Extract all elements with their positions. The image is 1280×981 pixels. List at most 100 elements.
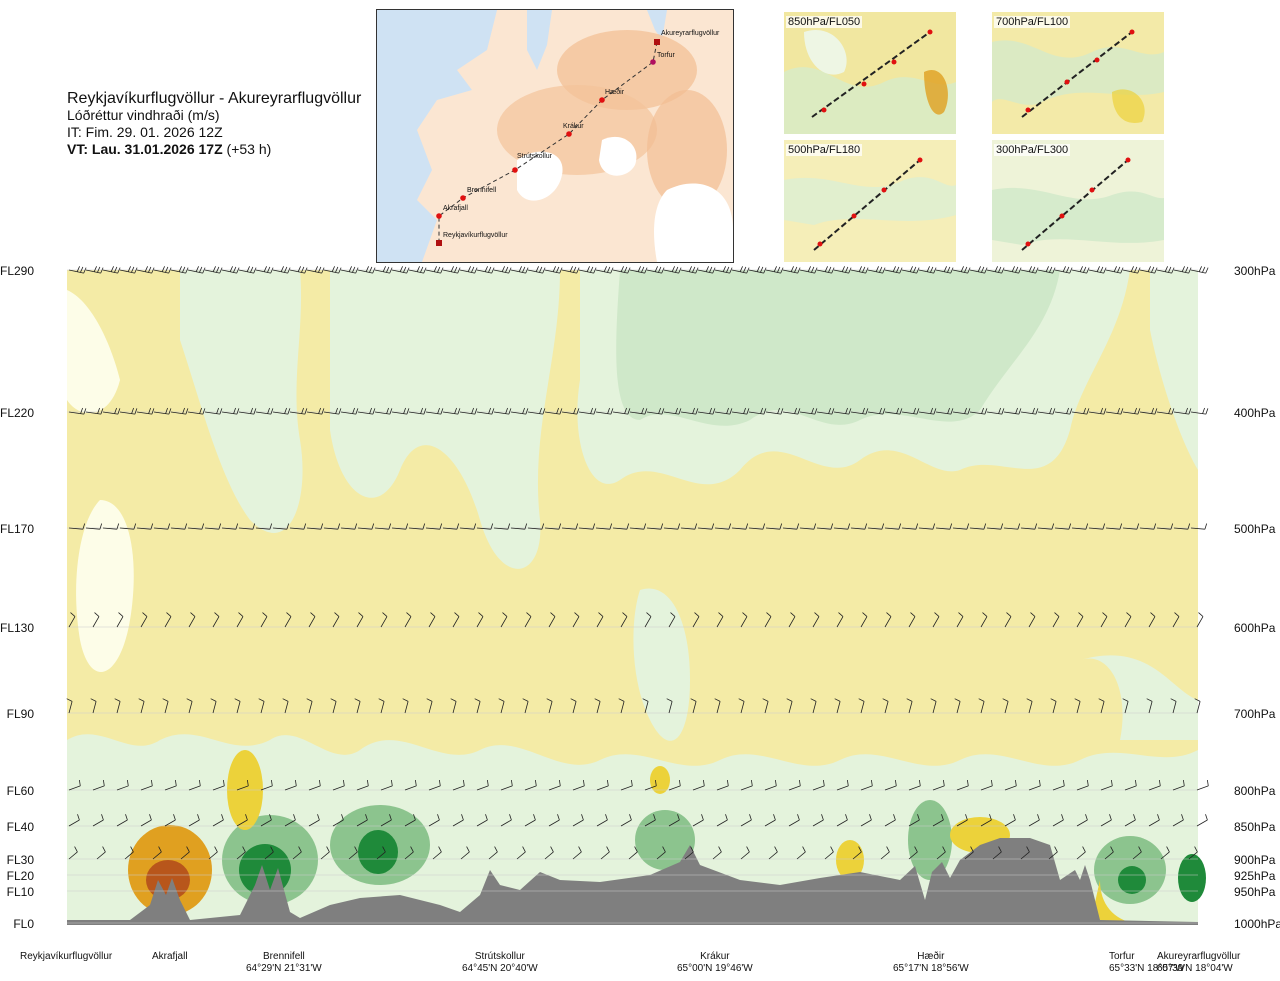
wind-barb [740,612,748,628]
wind-barb [348,846,358,860]
wind-barb [527,266,546,274]
wind-barb [1170,698,1177,714]
hpa-label-500: 500hPa [1234,522,1276,536]
wind-barb [306,266,325,274]
wind-barb [884,523,902,530]
wind-barb [935,266,954,274]
wind-barb [884,612,892,628]
wind-barb [1173,407,1192,415]
wind-barb [816,407,835,415]
wind-barb [544,266,563,274]
wind-barb [1148,814,1160,827]
wind-barb [572,612,580,628]
wind-barb [116,814,128,827]
wind-barb [1020,407,1039,415]
wind-barb [527,407,546,415]
wind-barb [1194,698,1201,714]
level-map-300: 300hPa/FL300 [992,140,1164,262]
wind-barb [816,266,835,274]
wind-barb [1122,407,1141,415]
hpa-label-700: 700hPa [1234,707,1276,721]
wind-barb [799,266,818,274]
wind-barb [908,612,916,628]
wind-barb [92,612,100,628]
wind-barb [180,846,190,860]
wind-barb [152,846,162,860]
waypoint-coord: 65°00'N 19°46'W [677,963,753,974]
wind-barb [1003,266,1022,274]
wind-barb [935,407,954,415]
wind-barb [918,407,937,415]
wind-barb [425,407,444,415]
wind-barb [212,612,220,628]
wind-barb [740,814,752,827]
wind-barb [666,698,673,714]
wind-barb [906,698,913,714]
wind-barb [204,266,223,274]
waypoint-coord: 65°33'N 18°07'W [1109,963,1185,974]
wind-barb [380,779,393,791]
level-map-700-graphic [992,12,1164,134]
wind-barb [788,612,796,628]
wind-barb [908,814,920,827]
wind-barb [1003,407,1022,415]
wind-barb [782,266,801,274]
wind-barb [164,612,172,628]
wind-barb [834,698,841,714]
wind-barb [884,266,903,274]
level-map-500-label: 500hPa/FL180 [786,144,863,156]
wind-barb [376,846,386,860]
wind-barb [663,266,682,274]
level-map-300-label: 300hPa/FL300 [994,144,1071,156]
wind-barb [391,266,410,274]
wind-barb [357,407,376,415]
wind-barb [969,266,988,274]
wind-barb [646,523,664,530]
wind-barb [524,612,532,628]
wind-barb [714,266,733,274]
wind-barb [187,523,205,530]
wind-barb [765,523,783,530]
wind-barb [374,266,393,274]
wind-barb [544,846,554,860]
wind-barb [663,523,681,530]
wind-barb [428,779,441,791]
wind-barb [596,612,604,628]
wind-barb [799,407,818,415]
wind-barb [932,612,940,628]
wind-barb [796,846,806,860]
wind-barb [374,523,392,530]
wind-barb [428,814,440,827]
wind-barb [1188,846,1198,860]
wind-barb [680,523,698,530]
wind-barb [272,266,291,274]
wind-barb [221,523,239,530]
wind-barb [208,846,218,860]
wind-barb [68,846,78,860]
wind-barb [612,407,631,415]
wind-barb [816,523,834,530]
fl-label-90: FL90 [6,707,34,721]
wind-barb [68,407,87,415]
hpa-label-850: 850hPa [1234,820,1276,834]
wind-barb [1124,612,1132,628]
waypoint-name: Akrafjall [152,951,188,962]
level-map-700: 700hPa/FL100 [992,12,1164,134]
wind-barb [476,612,484,628]
fl-label-290: FL290 [0,264,35,278]
wind-barb [1190,407,1209,415]
wind-barb [548,779,561,791]
wind-barb [884,779,897,791]
wind-barb [170,407,189,415]
wind-barb [255,523,273,530]
wind-barb [952,523,970,530]
wind-barb [1100,814,1112,827]
wind-barb [561,407,580,415]
wind-barb [510,266,529,274]
wind-barb [289,523,307,530]
wind-barb [68,523,86,530]
wind-barb [1122,523,1140,530]
wind-barb [731,407,750,415]
wind-barb [68,779,81,791]
waypoint-akureyri: Akureyrarflugvöllur 65°39'N 18°04'W [1157,951,1240,975]
